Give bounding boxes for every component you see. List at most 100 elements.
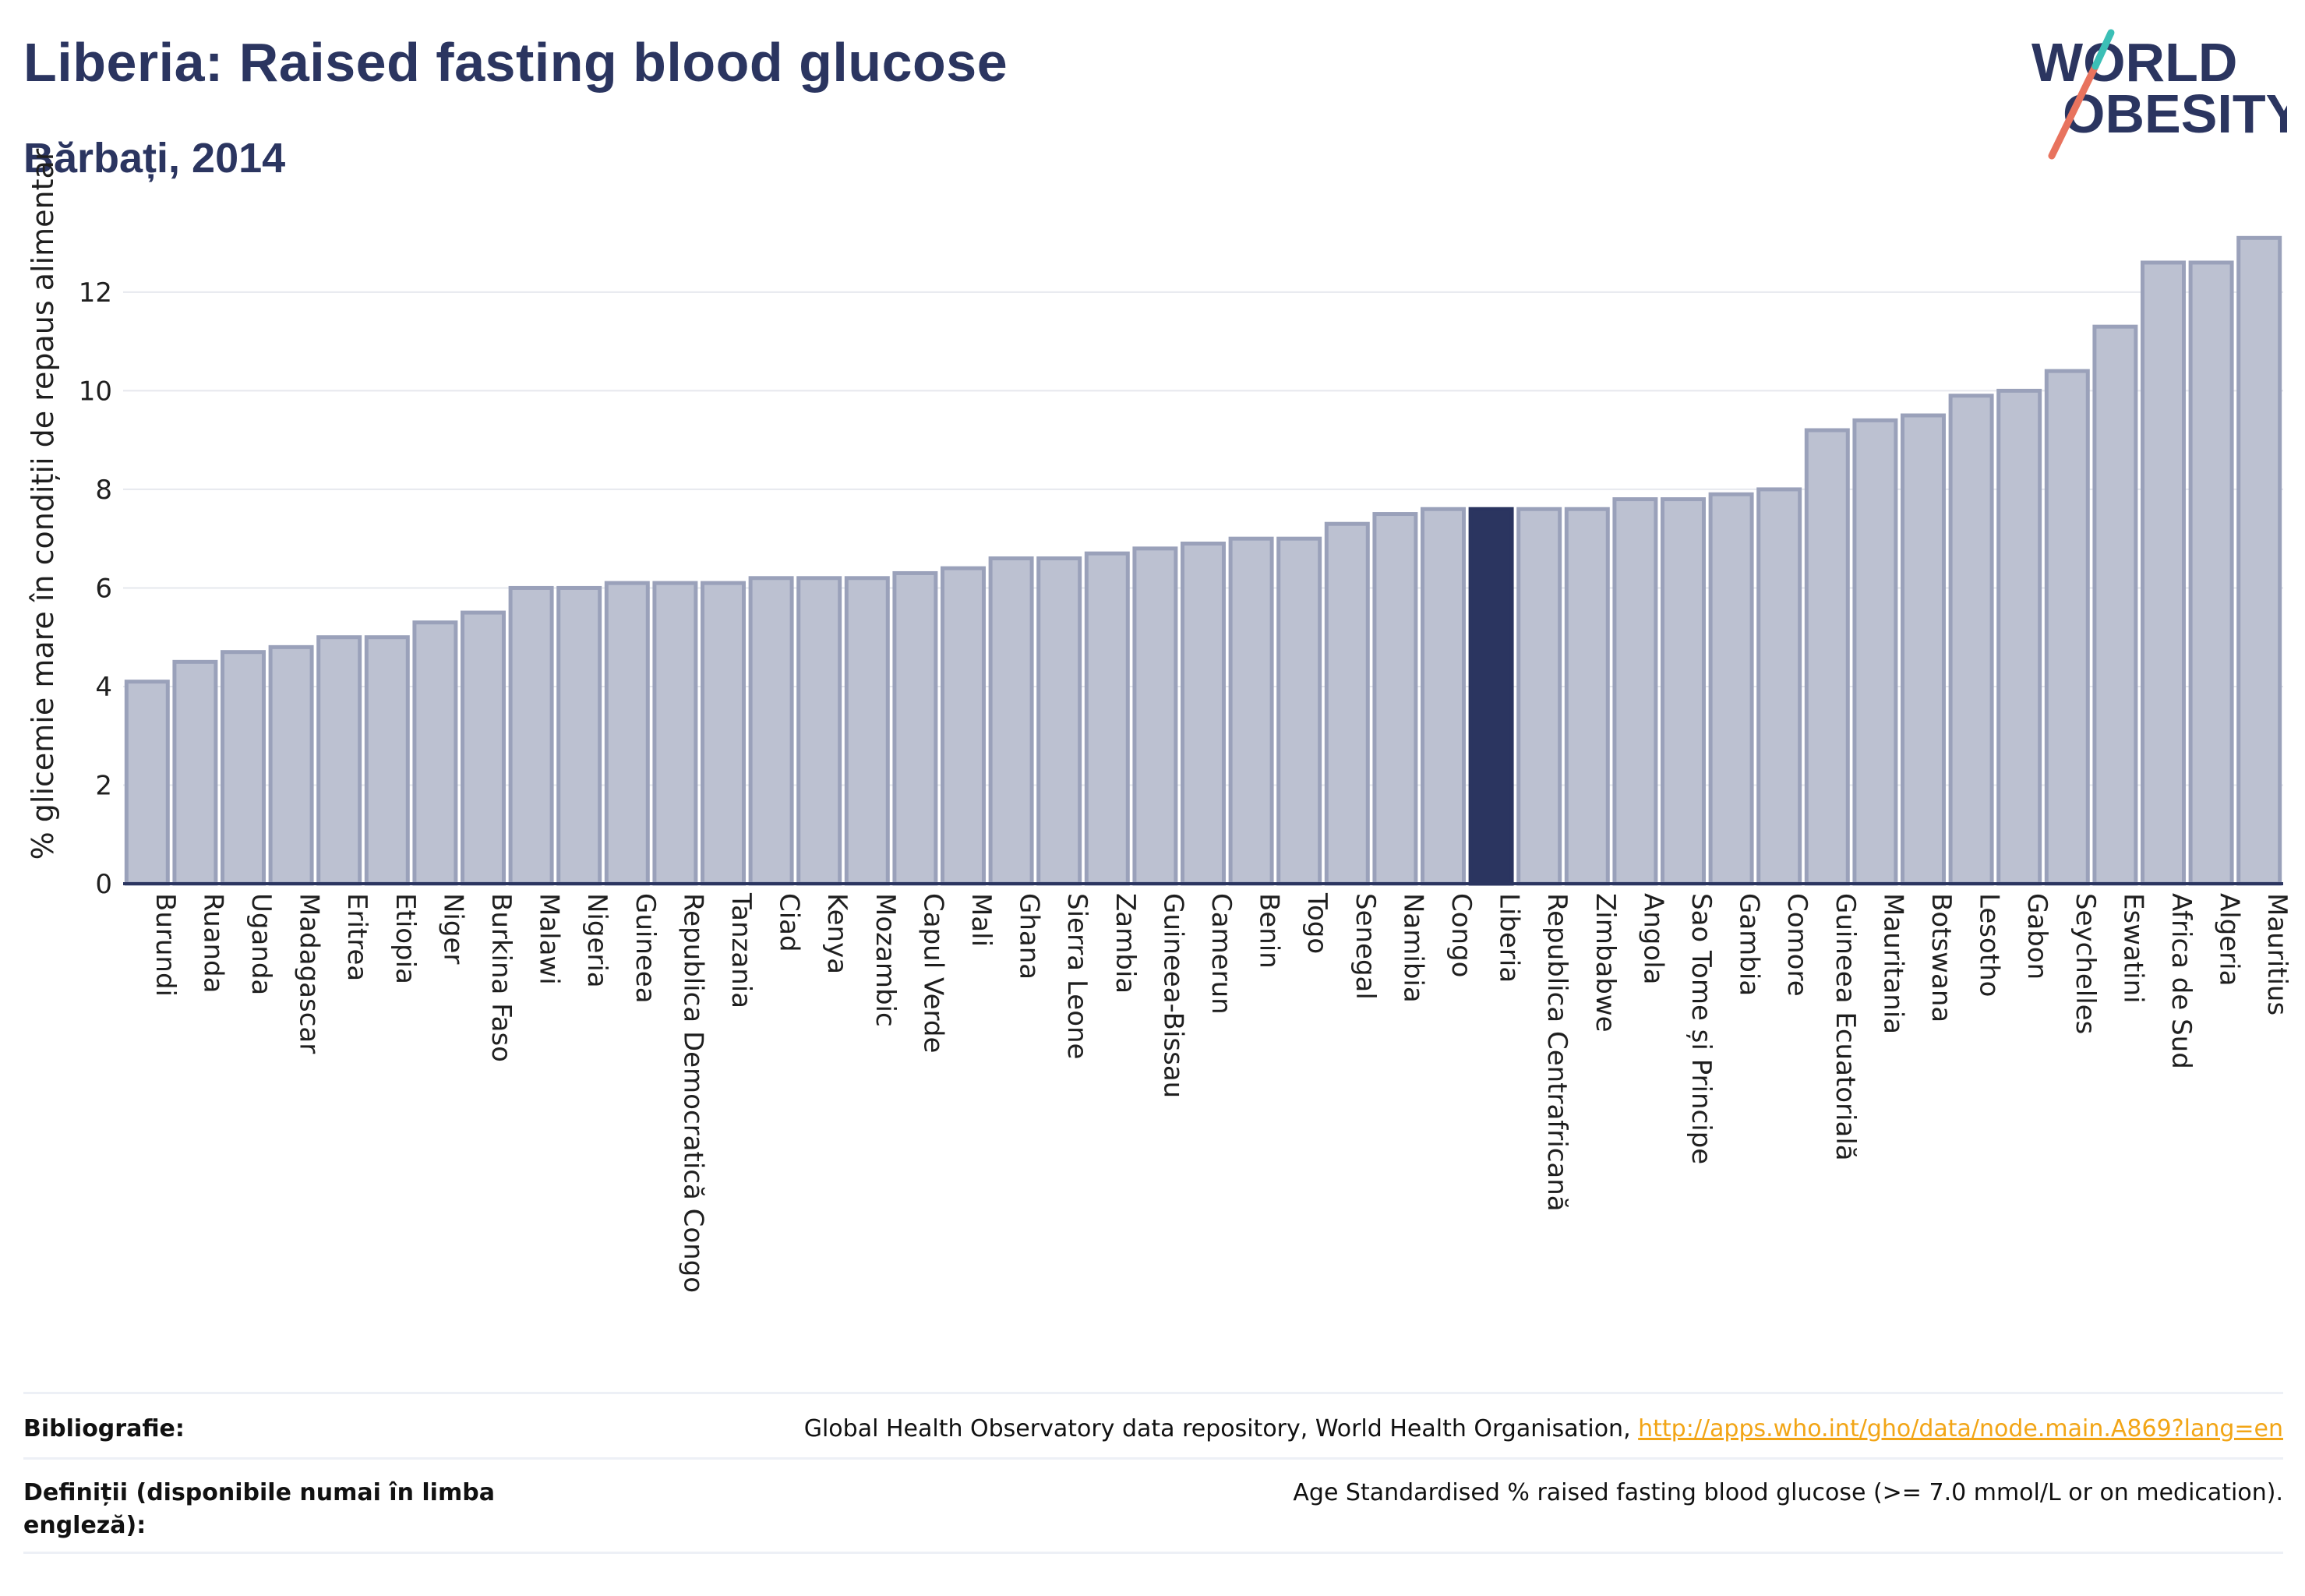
bar xyxy=(1516,507,1562,886)
x-category-label: Gabon xyxy=(2021,893,2053,980)
x-category-label: Tanzania xyxy=(725,892,757,1008)
x-category-label: Malawi xyxy=(534,893,565,985)
chart-subtitle: Bărbați, 2014 xyxy=(23,135,286,182)
bar xyxy=(2044,369,2090,886)
x-category-label: Republica Centrafricană xyxy=(1541,893,1573,1212)
x-category-label: Ghana xyxy=(1014,893,1045,980)
y-tick-label: 6 xyxy=(95,573,112,604)
x-category-label: Guineea xyxy=(630,893,661,1004)
x-category-label: Togo xyxy=(1301,892,1333,954)
bar xyxy=(796,576,842,886)
bar xyxy=(1324,521,1370,886)
bar xyxy=(412,620,458,886)
chart-footer: Bibliografie: Global Health Observatory … xyxy=(23,1392,2283,1554)
x-category-label: Mauritania xyxy=(1877,893,1908,1034)
logo-slash-accent-top xyxy=(2091,29,2115,70)
x-category-label: Niger xyxy=(437,893,468,964)
bar xyxy=(1852,418,1898,886)
bar xyxy=(988,556,1034,886)
bar xyxy=(461,610,506,886)
bibliography-text: Global Health Observatory data repositor… xyxy=(803,1415,1639,1442)
x-category-label: Lesotho xyxy=(1974,893,2005,997)
x-category-label: Camerun xyxy=(1205,893,1237,1015)
x-category-label: Nigeria xyxy=(581,893,612,988)
bar xyxy=(1756,487,1802,886)
x-category-label: Uganda xyxy=(245,893,277,995)
x-category-label: Sao Tome și Principe xyxy=(1686,893,1717,1164)
bar xyxy=(124,680,170,886)
y-tick-label: 2 xyxy=(95,770,112,801)
bar xyxy=(2141,260,2186,886)
bar xyxy=(1228,536,1274,886)
bar xyxy=(556,585,602,886)
chart-title: Liberia: Raised fasting blood glucose xyxy=(23,32,1008,93)
bar xyxy=(1708,492,1754,886)
bar-chart: 0 2 4 6 8 10 12 Burundi Ruanda Uganda Madagascar E… xyxy=(26,148,2293,1293)
x-category-label: Sierra Leone xyxy=(1061,893,1092,1059)
bar xyxy=(1084,551,1130,886)
definitions-row: Definiții (disponibile numai în limba en… xyxy=(23,1457,2283,1554)
bar xyxy=(2236,235,2282,886)
logo-slash-accent xyxy=(2048,62,2099,160)
bar xyxy=(1276,536,1322,886)
bar xyxy=(1996,388,2042,886)
bar xyxy=(1661,497,1706,886)
x-category-label: Mauritius xyxy=(2261,893,2293,1015)
bar xyxy=(1036,556,1082,886)
x-category-label: Mali xyxy=(965,893,997,947)
x-category-label: Guineea-Bissau xyxy=(1157,893,1188,1098)
bibliography-link[interactable]: http://apps.who.int/gho/data/node.main.A… xyxy=(1638,1415,2283,1442)
bar xyxy=(1132,546,1178,886)
x-category-label: Angola xyxy=(1637,893,1668,984)
x-category-label: Ciad xyxy=(774,893,805,952)
bar xyxy=(652,581,698,886)
x-category-label: Eswatini xyxy=(2117,893,2148,1004)
x-category-label: Botswana xyxy=(1926,893,1957,1022)
logo-line2: OBESITY xyxy=(2063,83,2287,144)
bar xyxy=(941,566,986,886)
definitions-label: Definiții (disponibile numai în limba en… xyxy=(23,1479,495,1539)
bar xyxy=(1564,507,1610,886)
bar xyxy=(844,576,890,886)
bar xyxy=(1372,512,1418,886)
bibliography-row: Bibliografie: Global Health Observatory … xyxy=(23,1392,2283,1457)
bar xyxy=(1804,428,1850,886)
y-tick-label: 8 xyxy=(95,475,112,506)
x-category-label: Republica Democratică Congo xyxy=(677,893,708,1293)
x-category-label: Seychelles xyxy=(2070,893,2101,1034)
bar xyxy=(172,659,218,886)
x-category-label: Madagascar xyxy=(294,893,325,1054)
x-category-label: Ruanda xyxy=(197,893,228,993)
bar xyxy=(1901,413,1946,886)
x-axis-labels: Burundi Ruanda Uganda Madagascar Eritrea Etio… xyxy=(150,892,2293,1293)
y-tick-label: 10 xyxy=(79,376,112,407)
x-category-label: Guineea Ecuatorială xyxy=(1830,893,1861,1161)
bar xyxy=(1612,497,1658,886)
bar xyxy=(2188,260,2234,886)
x-category-label: Gambia xyxy=(1734,893,1765,996)
bar xyxy=(701,581,746,886)
bar-highlight xyxy=(1468,507,1514,886)
x-category-label: Comore xyxy=(1781,893,1813,997)
bar xyxy=(508,585,554,886)
bar xyxy=(1181,542,1226,886)
x-category-label: Africa de Sud xyxy=(2166,893,2197,1069)
x-category-label: Kenya xyxy=(821,893,852,974)
x-category-label: Senegal xyxy=(1350,893,1381,1000)
bar xyxy=(221,650,266,886)
bar xyxy=(268,644,314,886)
x-category-label: Zimbabwe xyxy=(1590,893,1621,1033)
x-category-label: Eritrea xyxy=(341,893,372,981)
y-axis-label: % glicemie mare în condiții de repaus al… xyxy=(26,148,60,860)
bar xyxy=(1948,394,1994,886)
bar xyxy=(364,635,410,886)
x-category-label: Namibia xyxy=(1397,893,1428,1003)
bibliography-label: Bibliografie: xyxy=(23,1415,185,1442)
bar xyxy=(604,581,650,886)
x-category-label: Congo xyxy=(1445,893,1477,977)
bar xyxy=(892,570,938,886)
definitions-value: Age Standardised % raised fasting blood … xyxy=(1293,1479,2283,1506)
x-category-label: Benin xyxy=(1254,893,1285,969)
y-tick-label: 0 xyxy=(95,869,112,900)
y-axis-ticks: 0 2 4 6 8 10 12 xyxy=(79,277,112,900)
